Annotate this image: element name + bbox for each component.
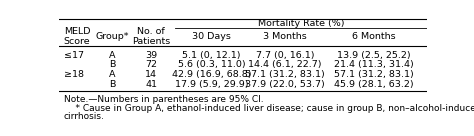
Text: 5.6 (0.3, 11.0): 5.6 (0.3, 11.0) xyxy=(178,60,246,69)
Text: cirrhosis.: cirrhosis. xyxy=(64,112,105,121)
Text: 7.7 (0, 16.1): 7.7 (0, 16.1) xyxy=(256,51,314,60)
Text: ≤17: ≤17 xyxy=(64,51,83,60)
Text: 72: 72 xyxy=(145,60,157,69)
Text: A: A xyxy=(109,70,116,79)
Text: No. of
Patients: No. of Patients xyxy=(132,27,170,46)
Text: Group*: Group* xyxy=(96,32,129,41)
Text: 41: 41 xyxy=(145,81,157,89)
Text: A: A xyxy=(109,51,116,60)
Text: B: B xyxy=(109,60,116,69)
Text: 39: 39 xyxy=(145,51,157,60)
Text: 5.1 (0, 12.1): 5.1 (0, 12.1) xyxy=(182,51,241,60)
Text: 17.9 (5.9, 29.9): 17.9 (5.9, 29.9) xyxy=(175,81,248,89)
Text: Mortality Rate (%): Mortality Rate (%) xyxy=(257,19,344,28)
Text: 3 Months: 3 Months xyxy=(263,32,307,41)
Text: 14.4 (6.1, 22.7): 14.4 (6.1, 22.7) xyxy=(248,60,322,69)
Text: * Cause in Group A, ethanol-induced liver disease; cause in group B, non–alcohol: * Cause in Group A, ethanol-induced live… xyxy=(64,104,474,113)
Text: MELD
Score: MELD Score xyxy=(64,27,90,46)
Text: 57.1 (31.2, 83.1): 57.1 (31.2, 83.1) xyxy=(334,70,414,79)
Text: 30 Days: 30 Days xyxy=(192,32,231,41)
Text: 37.9 (22.0, 53.7): 37.9 (22.0, 53.7) xyxy=(246,81,325,89)
Text: B: B xyxy=(109,81,116,89)
Text: 21.4 (11.3, 31.4): 21.4 (11.3, 31.4) xyxy=(334,60,414,69)
Text: 6 Months: 6 Months xyxy=(352,32,396,41)
Text: ≥18: ≥18 xyxy=(64,70,83,79)
Text: Note.—Numbers in parentheses are 95% CI.: Note.—Numbers in parentheses are 95% CI. xyxy=(64,95,263,104)
Text: 45.9 (28.1, 63.2): 45.9 (28.1, 63.2) xyxy=(334,81,414,89)
Text: 13.9 (2.5, 25.2): 13.9 (2.5, 25.2) xyxy=(337,51,411,60)
Text: 14: 14 xyxy=(145,70,157,79)
Text: 42.9 (16.9, 68.8): 42.9 (16.9, 68.8) xyxy=(172,70,251,79)
Text: 57.1 (31.2, 83.1): 57.1 (31.2, 83.1) xyxy=(246,70,325,79)
